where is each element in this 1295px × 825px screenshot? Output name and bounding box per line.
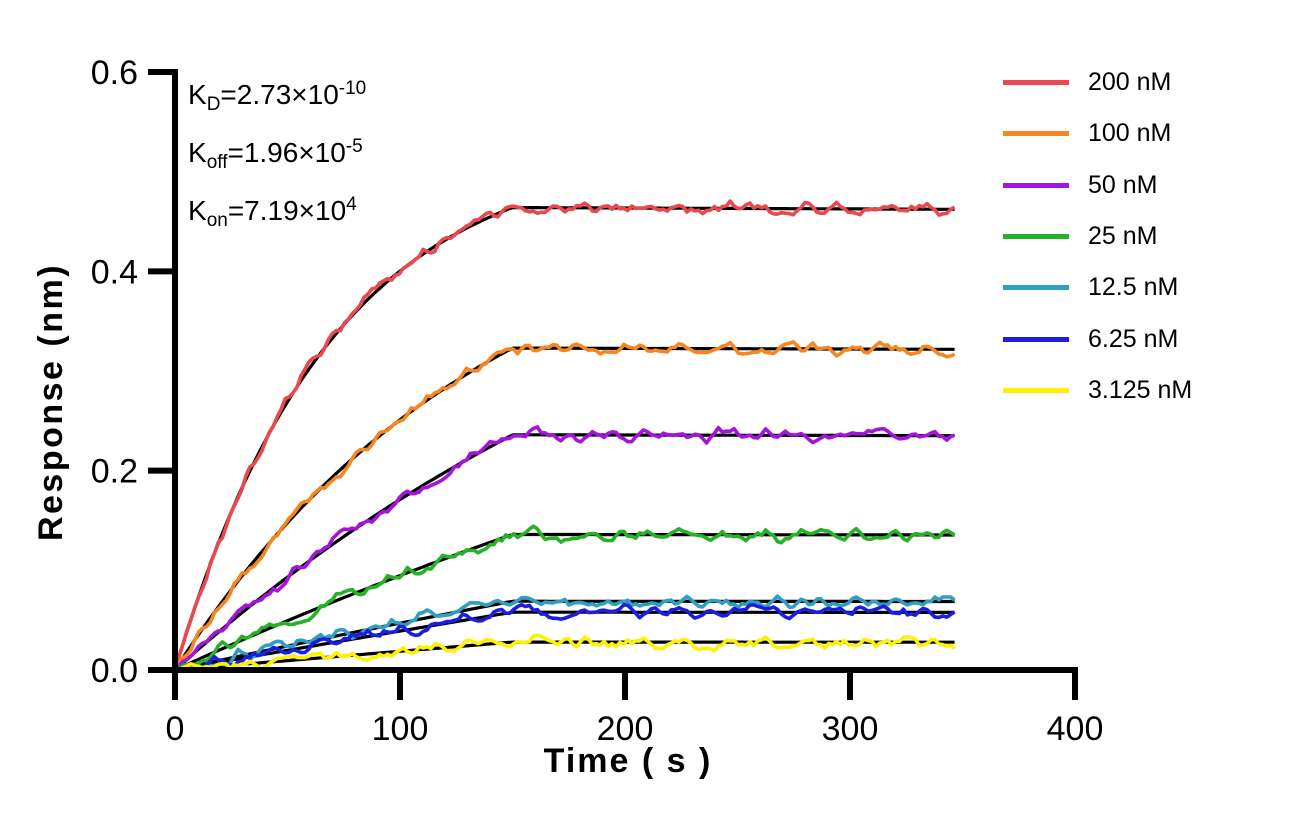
x-tick-label-0: 0: [166, 710, 185, 748]
legend-row-6.25nM: 6.25 nM: [1003, 313, 1192, 364]
trace-12.5nM: [174, 594, 956, 672]
legend-row-25nM: 25 nM: [1003, 211, 1192, 262]
fit-curve-200nM: [173, 206, 955, 671]
fit-curve-50nM: [173, 433, 955, 672]
legend-line-swatch-100nM: [1003, 131, 1069, 137]
trace-6.25nM: [174, 602, 956, 672]
legend-line-swatch-200nM: [1003, 80, 1069, 86]
y-tick-label-0.6: 0.6: [91, 54, 138, 92]
koff-annotation: Koff=1.96×10-5: [188, 126, 366, 184]
trace-3.125nM: [174, 633, 956, 673]
kd-exponent: -10: [338, 78, 367, 99]
kinetics-annotations: KD=2.73×10-10 Koff=1.96×10-5 Kon=7.19×10…: [188, 68, 366, 242]
trace-100nM: [173, 340, 956, 671]
x-tick-label-300: 300: [822, 710, 879, 748]
legend-row-12.5nM: 12.5 nM: [1003, 262, 1192, 313]
koff-exponent: -5: [345, 136, 363, 157]
legend-row-100nM: 100 nM: [1003, 108, 1192, 159]
legend-line-swatch-50nM: [1003, 182, 1069, 188]
trace-200nM: [173, 199, 956, 671]
legend-label-50nM: 50 nM: [1088, 170, 1158, 199]
legend-line-swatch-3.125nM: [1003, 387, 1069, 393]
kd-value: =2.73×10: [220, 79, 339, 110]
legend-label-100nM: 100 nM: [1088, 119, 1172, 148]
kon-value: =7.19×10: [227, 195, 347, 226]
legend-label-25nM: 25 nM: [1088, 222, 1158, 251]
kd-symbol: K: [188, 79, 207, 110]
kon-annotation: Kon=7.19×104: [188, 184, 366, 242]
kd-subscript: D: [206, 94, 221, 115]
y-tick-label-0.4: 0.4: [91, 253, 138, 291]
legend-label-200nM: 200 nM: [1088, 68, 1172, 97]
fit-curve-25nM: [174, 532, 955, 672]
y-tick-label-0.0: 0.0: [91, 652, 138, 690]
kon-symbol: K: [188, 195, 207, 226]
legend: 200 nM 100 nM 50 nM 25 nM 12.5 nM 6.25 nM 3.12…: [1003, 57, 1192, 416]
kon-exponent: 4: [346, 194, 357, 215]
x-tick-label-400: 400: [1047, 710, 1104, 748]
kon-subscript: on: [206, 210, 228, 231]
x-tick-label-100: 100: [372, 710, 429, 748]
y-axis-title: Response (nm): [32, 263, 70, 541]
x-axis-title: Time ( s ): [544, 742, 713, 780]
x-tick-label-200: 200: [597, 710, 654, 748]
trace-50nM: [173, 425, 956, 672]
legend-line-swatch-12.5nM: [1003, 285, 1069, 291]
koff-symbol: K: [188, 137, 207, 168]
trace-25nM: [174, 524, 956, 672]
legend-row-50nM: 50 nM: [1003, 160, 1192, 211]
legend-line-swatch-25nM: [1003, 234, 1069, 240]
y-tick-label-0.2: 0.2: [91, 453, 138, 491]
fit-curve-6.25nM: [174, 610, 955, 672]
koff-value: =1.96×10: [227, 137, 346, 168]
legend-label-6.25nM: 6.25 nM: [1088, 324, 1179, 353]
koff-subscript: off: [206, 152, 228, 173]
legend-row-3.125nM: 3.125 nM: [1003, 365, 1192, 416]
legend-label-3.125nM: 3.125 nM: [1088, 375, 1193, 404]
kd-annotation: KD=2.73×10-10: [188, 68, 366, 126]
legend-line-swatch-6.25nM: [1003, 336, 1069, 342]
legend-row-200nM: 200 nM: [1003, 57, 1192, 108]
legend-label-12.5nM: 12.5 nM: [1088, 273, 1179, 302]
